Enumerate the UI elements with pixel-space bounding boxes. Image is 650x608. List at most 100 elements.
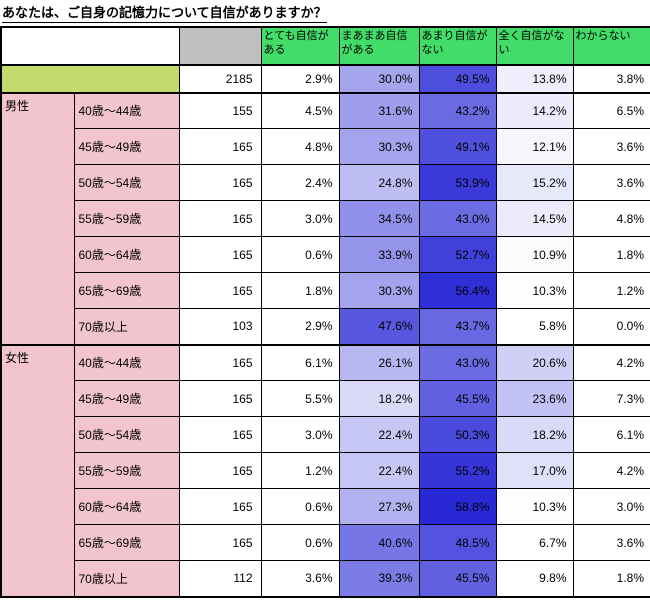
percent-cell: 50.3%: [418, 416, 497, 454]
header-dont-know: わからない: [572, 26, 650, 66]
total-percent-cell: 2.9%: [260, 64, 340, 94]
data-row: 55歳～59歳 165 1.2% 22.4% 55.2% 17.0% 4.2%: [1, 452, 650, 490]
n-count-cell: 165: [178, 488, 262, 526]
corner-cell: [0, 26, 180, 66]
percent-cell: 1.2%: [260, 452, 340, 490]
percent-cell: 3.0%: [260, 416, 340, 454]
percent-cell: 52.7%: [418, 236, 497, 274]
percent-cell: 1.8%: [572, 560, 650, 598]
n-count-cell: 165: [178, 416, 262, 454]
percent-cell: 2.4%: [260, 164, 340, 202]
percent-cell: 43.7%: [418, 308, 497, 346]
percent-cell: 53.9%: [418, 164, 497, 202]
age-label-cell: 50歳～54歳: [73, 164, 180, 202]
data-row: 50歳～54歳 165 3.0% 22.4% 50.3% 18.2% 6.1%: [1, 416, 650, 454]
percent-cell: 9.8%: [495, 560, 574, 598]
percent-cell: 6.5%: [572, 91, 650, 130]
n-count-cell: 165: [178, 200, 262, 238]
age-label-cell: 45歳～49歳: [73, 380, 180, 418]
data-row: 45歳～49歳 165 5.5% 18.2% 45.5% 23.6% 7.3%: [1, 380, 650, 418]
percent-cell: 6.1%: [260, 343, 340, 382]
percent-cell: 48.5%: [418, 524, 497, 562]
n-count-cell: 103: [178, 308, 262, 346]
percent-cell: 1.8%: [572, 236, 650, 274]
n-count-cell: 165: [178, 164, 262, 202]
data-row: 55歳～59歳 165 3.0% 34.5% 43.0% 14.5% 4.8%: [1, 200, 650, 238]
group-label-cell: 男性: [0, 91, 75, 346]
header-somewhat-confident: まあまあ自信がある: [338, 26, 420, 66]
percent-cell: 55.2%: [418, 452, 497, 490]
percent-cell: 4.8%: [260, 128, 340, 166]
total-label-cell: [0, 64, 180, 94]
percent-cell: 10.3%: [495, 488, 574, 526]
percent-cell: 3.0%: [260, 200, 340, 238]
n-count-cell: 165: [178, 452, 262, 490]
age-label-cell: 55歳～59歳: [73, 200, 180, 238]
n-count-cell: 165: [178, 343, 262, 382]
header-not-very-confident: あまり自信がない: [418, 26, 497, 66]
percent-cell: 43.0%: [418, 343, 497, 382]
data-row: 70歳以上 103 2.9% 47.6% 43.7% 5.8% 0.0%: [1, 308, 650, 346]
n-count-cell: 165: [178, 380, 262, 418]
header-not-at-all-confident: 全く自信がない: [495, 26, 574, 66]
percent-cell: 0.0%: [572, 308, 650, 346]
percent-cell: 0.6%: [260, 524, 340, 562]
total-row: 2185 2.9% 30.0% 49.5% 13.8% 3.8%: [0, 64, 650, 94]
data-row: 50歳～54歳 165 2.4% 24.8% 53.9% 15.2% 3.6%: [1, 164, 650, 202]
n-count-cell: 165: [178, 272, 262, 310]
percent-cell: 30.3%: [338, 128, 420, 166]
age-label-cell: 50歳～54歳: [73, 416, 180, 454]
data-row: 45歳～49歳 165 4.8% 30.3% 49.1% 12.1% 3.6%: [1, 128, 650, 166]
data-row: 女性 40歳～44歳 165 6.1% 26.1% 43.0% 20.6% 4.2%: [0, 343, 650, 598]
percent-cell: 58.8%: [418, 488, 497, 526]
header-very-confident: とても自信がある: [260, 26, 340, 66]
n-count-cell: 165: [178, 128, 262, 166]
percent-cell: 1.2%: [572, 272, 650, 310]
n-count-cell: 155: [178, 91, 262, 130]
percent-cell: 7.3%: [572, 380, 650, 418]
percent-cell: 2.9%: [260, 308, 340, 346]
percent-cell: 10.3%: [495, 272, 574, 310]
percent-cell: 3.6%: [260, 560, 340, 598]
percent-cell: 34.5%: [338, 200, 420, 238]
percent-cell: 3.0%: [572, 488, 650, 526]
percent-cell: 22.4%: [338, 452, 420, 490]
percent-cell: 6.7%: [495, 524, 574, 562]
total-percent-cell: 49.5%: [418, 64, 497, 94]
header-row: とても自信がある まあまあ自信がある あまり自信がない 全く自信がない わからな…: [0, 26, 650, 66]
age-label-cell: 60歳～64歳: [73, 488, 180, 526]
percent-cell: 0.6%: [260, 488, 340, 526]
percent-cell: 18.2%: [338, 380, 420, 418]
percent-cell: 4.8%: [572, 200, 650, 238]
percent-cell: 15.2%: [495, 164, 574, 202]
percent-cell: 1.8%: [260, 272, 340, 310]
percent-cell: 0.6%: [260, 236, 340, 274]
data-row: 60歳～64歳 165 0.6% 27.3% 58.8% 10.3% 3.0%: [1, 488, 650, 526]
age-label-cell: 40歳～44歳: [73, 343, 180, 382]
percent-cell: 22.4%: [338, 416, 420, 454]
age-label-cell: 65歳～69歳: [73, 524, 180, 562]
data-row: 男性 40歳～44歳 155 4.5% 31.6% 43.2% 14.2% 6.5%: [0, 91, 650, 346]
percent-cell: 30.3%: [338, 272, 420, 310]
percent-cell: 5.5%: [260, 380, 340, 418]
n-count-cell: 165: [178, 236, 262, 274]
percent-cell: 3.6%: [572, 524, 650, 562]
total-percent-cell: 30.0%: [338, 64, 420, 94]
percent-cell: 17.0%: [495, 452, 574, 490]
n-count-cell: 165: [178, 524, 262, 562]
percent-cell: 45.5%: [418, 560, 497, 598]
total-percent-cell: 3.8%: [572, 64, 650, 94]
percent-cell: 43.0%: [418, 200, 497, 238]
group-label-cell: 女性: [0, 343, 75, 598]
percent-cell: 12.1%: [495, 128, 574, 166]
age-label-cell: 45歳～49歳: [73, 128, 180, 166]
data-row: 65歳～69歳 165 1.8% 30.3% 56.4% 10.3% 1.2%: [1, 272, 650, 310]
total-n-cell: 2185: [178, 64, 262, 94]
percent-cell: 31.6%: [338, 91, 420, 130]
percent-cell: 45.5%: [418, 380, 497, 418]
n-count-cell: 112: [178, 560, 262, 598]
age-label-cell: 70歳以上: [73, 308, 180, 346]
age-label-cell: 40歳～44歳: [73, 91, 180, 130]
percent-cell: 26.1%: [338, 343, 420, 382]
data-row: 65歳～69歳 165 0.6% 40.6% 48.5% 6.7% 3.6%: [1, 524, 650, 562]
